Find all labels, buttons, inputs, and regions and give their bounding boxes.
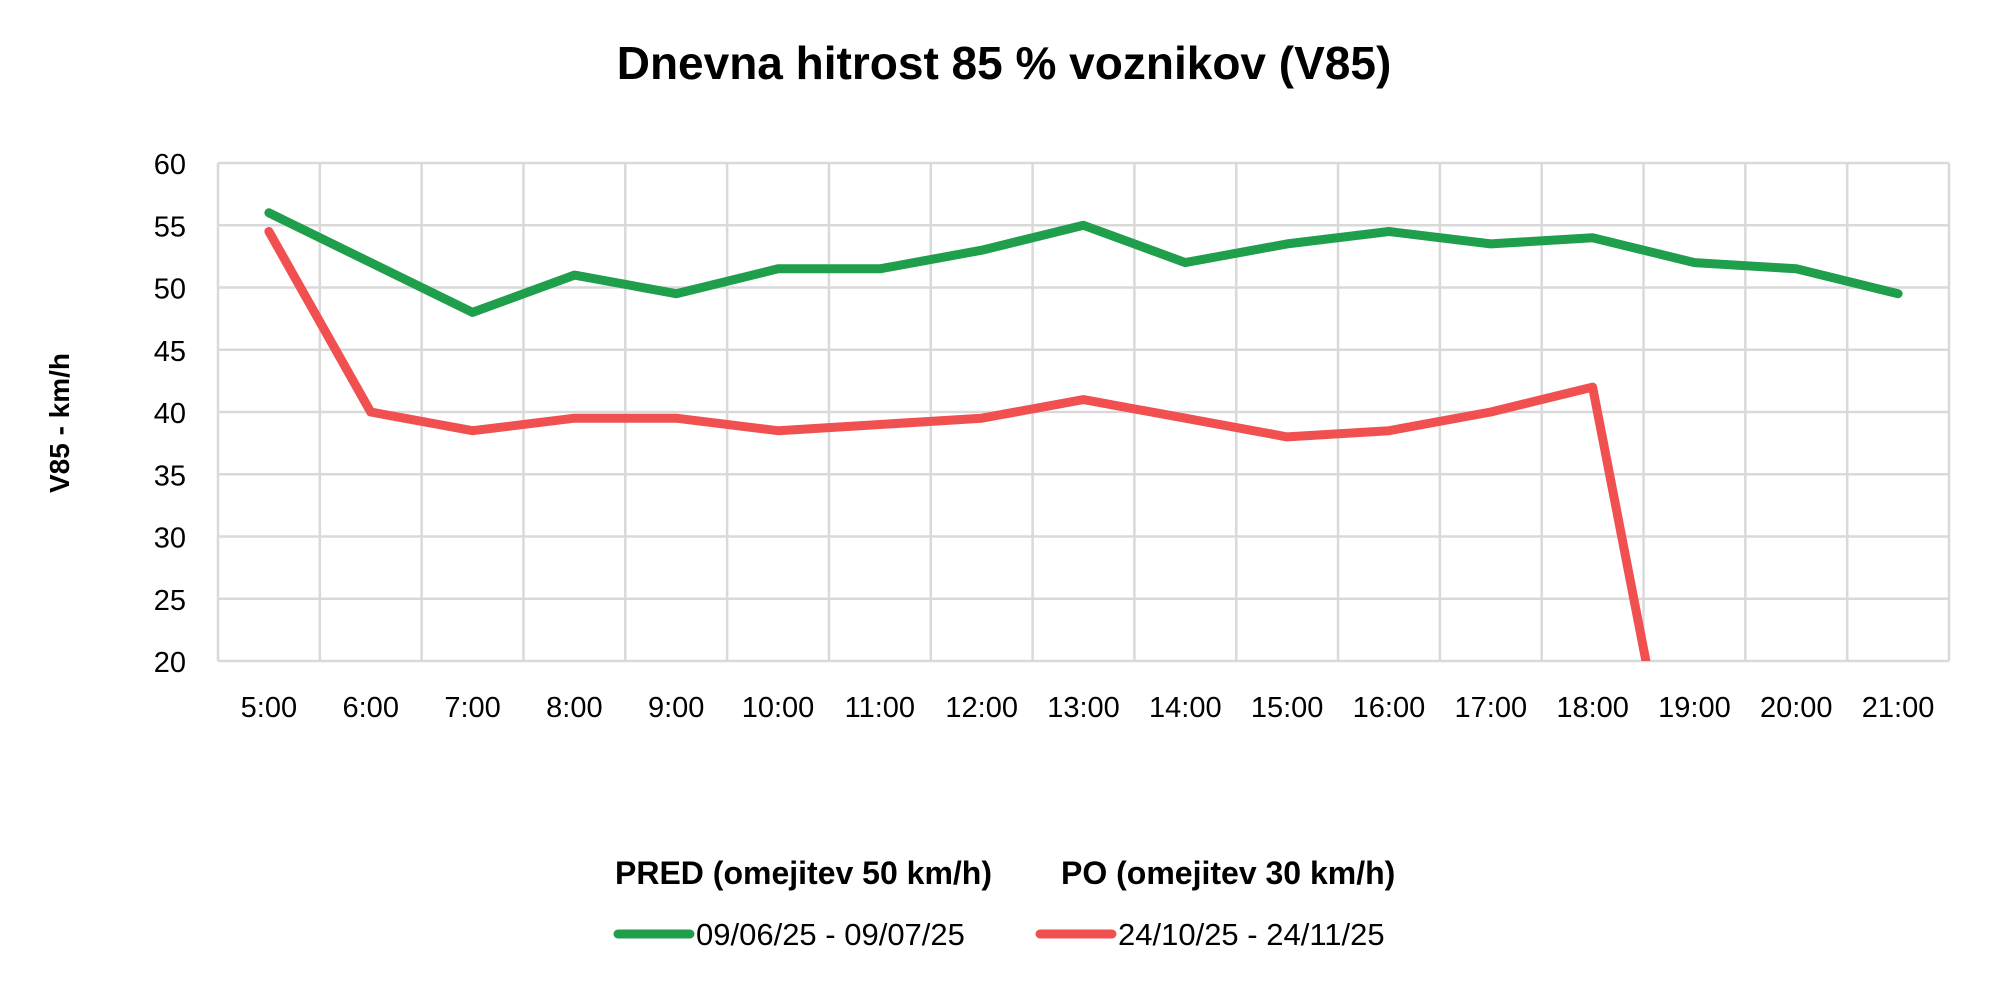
y-tick-label: 20	[154, 647, 186, 679]
x-tick-label: 17:00	[1455, 692, 1528, 724]
y-tick-label: 30	[154, 523, 186, 555]
legend-label-series-2: 24/10/25 - 24/11/25	[1118, 917, 1385, 952]
y-tick-label: 45	[154, 336, 186, 368]
x-tick-label: 10:00	[742, 692, 815, 724]
series-lines	[264, 208, 1903, 661]
x-tick-label: 14:00	[1149, 692, 1222, 724]
x-tick-label: 9:00	[648, 692, 704, 724]
x-tick-label: 15:00	[1251, 692, 1324, 724]
y-axis-label: V85 - km/h	[44, 353, 75, 493]
x-tick-label: 16:00	[1353, 692, 1426, 724]
y-tick-label: 40	[154, 398, 186, 430]
legend-label-series-1: 09/06/25 - 09/07/25	[696, 917, 965, 952]
x-axis-ticks: 5:00 6:00 7:00 8:00 9:00 10:00 11:00 12:00 13:00…	[241, 692, 1935, 724]
x-tick-label: 7:00	[444, 692, 500, 724]
x-tick-label: 11:00	[845, 692, 915, 724]
y-tick-label: 25	[154, 585, 186, 617]
x-tick-label: 8:00	[546, 692, 602, 724]
y-axis-ticks: 60 55 50 45 40 35 30 25 20	[154, 149, 186, 679]
legend-group-pred: PRED (omejitev 50 km/h)	[615, 855, 992, 891]
grid	[216, 161, 1951, 663]
y-tick-label: 50	[154, 274, 186, 306]
x-tick-label: 12:00	[945, 692, 1018, 724]
x-tick-label: 13:00	[1047, 692, 1120, 724]
y-tick-label: 55	[154, 211, 186, 243]
x-tick-label: 18:00	[1556, 692, 1629, 724]
series-line-2	[264, 227, 1651, 661]
legend: PRED (omejitev 50 km/h) PO (omejitev 30 …	[613, 855, 1395, 952]
y-tick-label: 60	[154, 149, 186, 181]
x-tick-label: 21:00	[1862, 692, 1935, 724]
x-tick-label: 20:00	[1760, 692, 1833, 724]
x-tick-label: 19:00	[1658, 692, 1731, 724]
series-line-1	[264, 208, 1903, 317]
chart-title: Dnevna hitrost 85 % voznikov (V85)	[617, 37, 1392, 89]
legend-group-po: PO (omejitev 30 km/h)	[1061, 855, 1395, 891]
x-tick-label: 5:00	[241, 692, 297, 724]
y-tick-label: 35	[154, 460, 186, 492]
x-tick-label: 6:00	[343, 692, 399, 724]
